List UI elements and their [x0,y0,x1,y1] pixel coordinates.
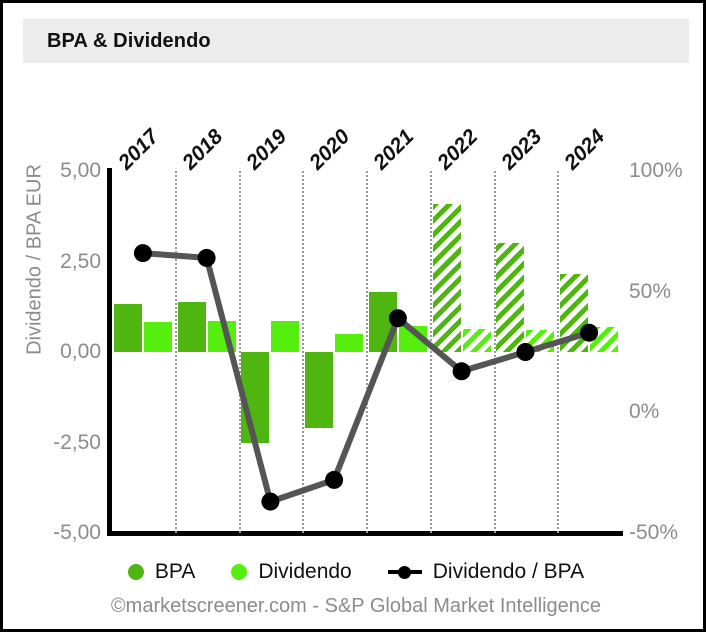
x-tick-label: 2024 [560,124,610,175]
ratio-line-series [133,244,599,511]
y2-tick-label: 50% [629,279,672,303]
y-tick-label: -2,50 [53,430,101,454]
bar-dividendo[interactable] [462,329,491,352]
ratio-marker[interactable] [516,343,535,361]
bar-dividendo[interactable] [143,321,172,352]
bar-bpa[interactable] [432,203,461,352]
bar-bpa[interactable] [177,302,206,352]
ratio-line [139,250,593,505]
bar-bpa[interactable] [496,243,525,352]
gridline [238,171,241,533]
legend-item-dividendo[interactable]: Dividendo [231,560,352,584]
y-tick-label: -5,00 [53,521,101,544]
y2-tick-label: 100% [629,159,683,182]
gridline [493,171,496,533]
ratio-marker[interactable] [580,323,599,342]
bar-bpa[interactable] [305,352,334,429]
y-tick-label: 0,00 [60,340,101,363]
y-axis-right-ticks: 100% 50% 0% -50% [629,159,703,544]
plot-area [111,171,621,533]
x-tick-label: 2017 [114,124,164,175]
legend-dot-icon [231,564,248,580]
gridline [557,171,560,533]
legend-item-bpa[interactable]: BPA [127,560,196,584]
ratio-marker[interactable] [388,309,407,328]
bar-dividendo[interactable] [271,320,300,352]
x-tick-label: 2018 [177,124,228,175]
legend-label: BPA [154,560,196,583]
chart-legend: BPA Dividendo Dividendo / BPA [3,555,703,589]
ratio-marker[interactable] [133,244,152,263]
bar-dividendo[interactable] [335,333,364,352]
x-tick-label: 2019 [241,124,291,175]
page-title: BPA & Dividendo [47,29,211,52]
legend-label: Dividendo [258,560,352,583]
legend-item-dividendo-bpa[interactable]: Dividendo / BPA [387,560,585,584]
chart-title-bar: BPA & Dividendo [23,19,689,63]
y-axis-left-ticks: 5,00 2,50 0,00 -2,50 -5,00 [3,159,101,544]
bar-bpa[interactable] [113,304,142,352]
y2-tick-label: 0% [629,400,660,424]
legend-line-marker-icon [387,564,422,580]
x-tick-label: 2021 [369,124,419,175]
ratio-marker[interactable] [325,470,344,489]
ratio-marker[interactable] [452,362,471,381]
gridline [366,171,368,533]
x-tick-label: 2022 [432,124,483,175]
ratio-marker[interactable] [261,492,280,511]
gridline [174,171,177,533]
legend-label: Dividendo / BPA [432,560,585,583]
gridline [302,171,305,533]
y2-tick-label: -50% [629,521,679,544]
ratio-marker[interactable] [197,248,216,267]
x-tick-label: 2023 [496,124,546,175]
x-axis-line [107,531,623,536]
y-tick-label: 2,50 [60,249,101,273]
gridline [429,171,432,533]
x-tick-label: 2020 [305,124,355,175]
y-axis-line [107,168,112,536]
attribution-text: ©marketscreener.com - S&P Global Market … [110,595,602,617]
legend-dot-icon [127,564,144,580]
y-tick-label: 5,00 [60,159,101,182]
